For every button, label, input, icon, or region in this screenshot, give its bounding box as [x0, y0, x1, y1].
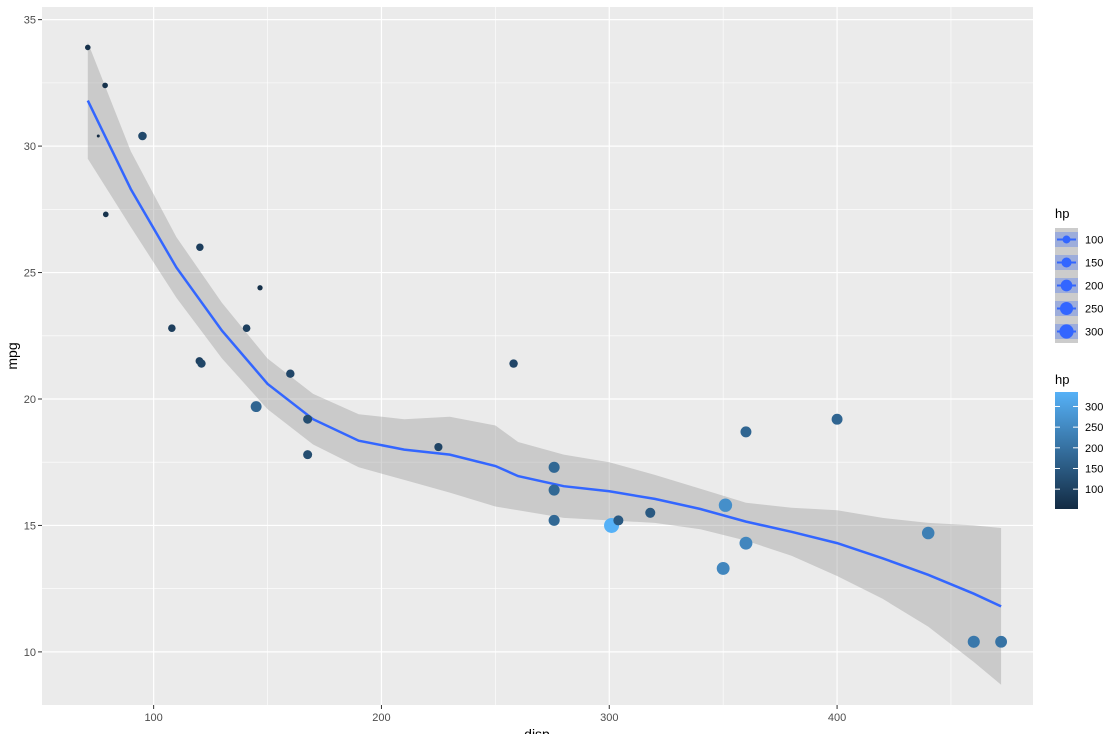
y-axis-ticks: 10 15 20 25 30 35 [24, 15, 42, 659]
color-legend-label: 200 [1085, 443, 1103, 455]
size-legend-label: 300 [1085, 327, 1103, 339]
data-point [168, 324, 176, 332]
x-axis-title: disp [524, 726, 550, 734]
data-point [613, 515, 624, 526]
data-point [831, 413, 843, 425]
data-point [286, 369, 295, 378]
size-legend-key-point [1060, 279, 1073, 292]
data-points [85, 44, 1008, 648]
y-axis-title: mpg [4, 342, 20, 369]
size-legend-label: 150 [1085, 258, 1103, 270]
data-point [548, 461, 560, 473]
y-tick-label: 10 [24, 647, 36, 659]
data-point [739, 536, 753, 550]
size-legend-keys: 100 150 200 250 300 [1055, 228, 1103, 343]
size-legend-key-point [1062, 235, 1071, 244]
minor-gridlines [42, 7, 1033, 705]
data-point [196, 243, 204, 251]
data-point [434, 442, 443, 452]
smooth-confidence-band [87, 42, 1002, 685]
data-point [85, 44, 91, 51]
data-point [921, 526, 935, 540]
y-tick-label: 15 [24, 520, 36, 532]
size-legend-title: hp [1055, 206, 1069, 221]
data-point [967, 635, 980, 648]
x-tick-label: 200 [372, 712, 390, 724]
data-point [548, 484, 560, 496]
major-gridlines [42, 7, 1033, 705]
data-point [242, 324, 251, 333]
size-legend-key-point [1059, 301, 1074, 316]
size-legend-key-point [1061, 257, 1072, 268]
data-point [96, 134, 100, 138]
x-tick-label: 400 [828, 712, 846, 724]
data-point [303, 414, 313, 424]
color-legend-bar [1055, 392, 1078, 509]
data-point [995, 635, 1008, 648]
color-legend-title: hp [1055, 372, 1069, 387]
data-point [716, 561, 730, 575]
color-legend-label: 300 [1085, 401, 1103, 413]
smooth-line [86, 100, 1002, 608]
data-point [102, 82, 108, 89]
data-point [645, 507, 656, 518]
color-legend-label: 150 [1085, 463, 1103, 475]
data-point [257, 285, 263, 291]
data-point [548, 514, 560, 526]
size-legend-label: 100 [1085, 235, 1103, 247]
plot-panel [42, 7, 1033, 705]
data-point [303, 450, 313, 460]
x-tick-label: 100 [144, 712, 162, 724]
data-point [718, 498, 733, 512]
x-tick-label: 300 [600, 712, 618, 724]
data-point [102, 211, 109, 218]
data-point [250, 401, 262, 413]
data-point [509, 359, 518, 368]
color-legend: hp 100 150 200 250 300 [1055, 372, 1103, 509]
data-point [138, 131, 147, 141]
data-point [197, 359, 206, 368]
data-point [740, 426, 752, 438]
x-axis-ticks: 100 200 300 400 [144, 705, 846, 724]
size-legend-label: 250 [1085, 304, 1103, 316]
size-legend: hp 100 150 200 250 300 [1055, 206, 1103, 343]
color-legend-label: 250 [1085, 422, 1103, 434]
y-tick-label: 20 [24, 394, 36, 406]
size-legend-key-point [1059, 324, 1074, 339]
color-legend-label: 100 [1085, 484, 1103, 496]
y-tick-label: 30 [24, 141, 36, 153]
color-legend-ticks: 100 150 200 250 300 [1055, 401, 1103, 496]
y-tick-label: 25 [24, 268, 36, 280]
size-legend-label: 200 [1085, 281, 1103, 293]
y-tick-label: 35 [24, 15, 36, 27]
